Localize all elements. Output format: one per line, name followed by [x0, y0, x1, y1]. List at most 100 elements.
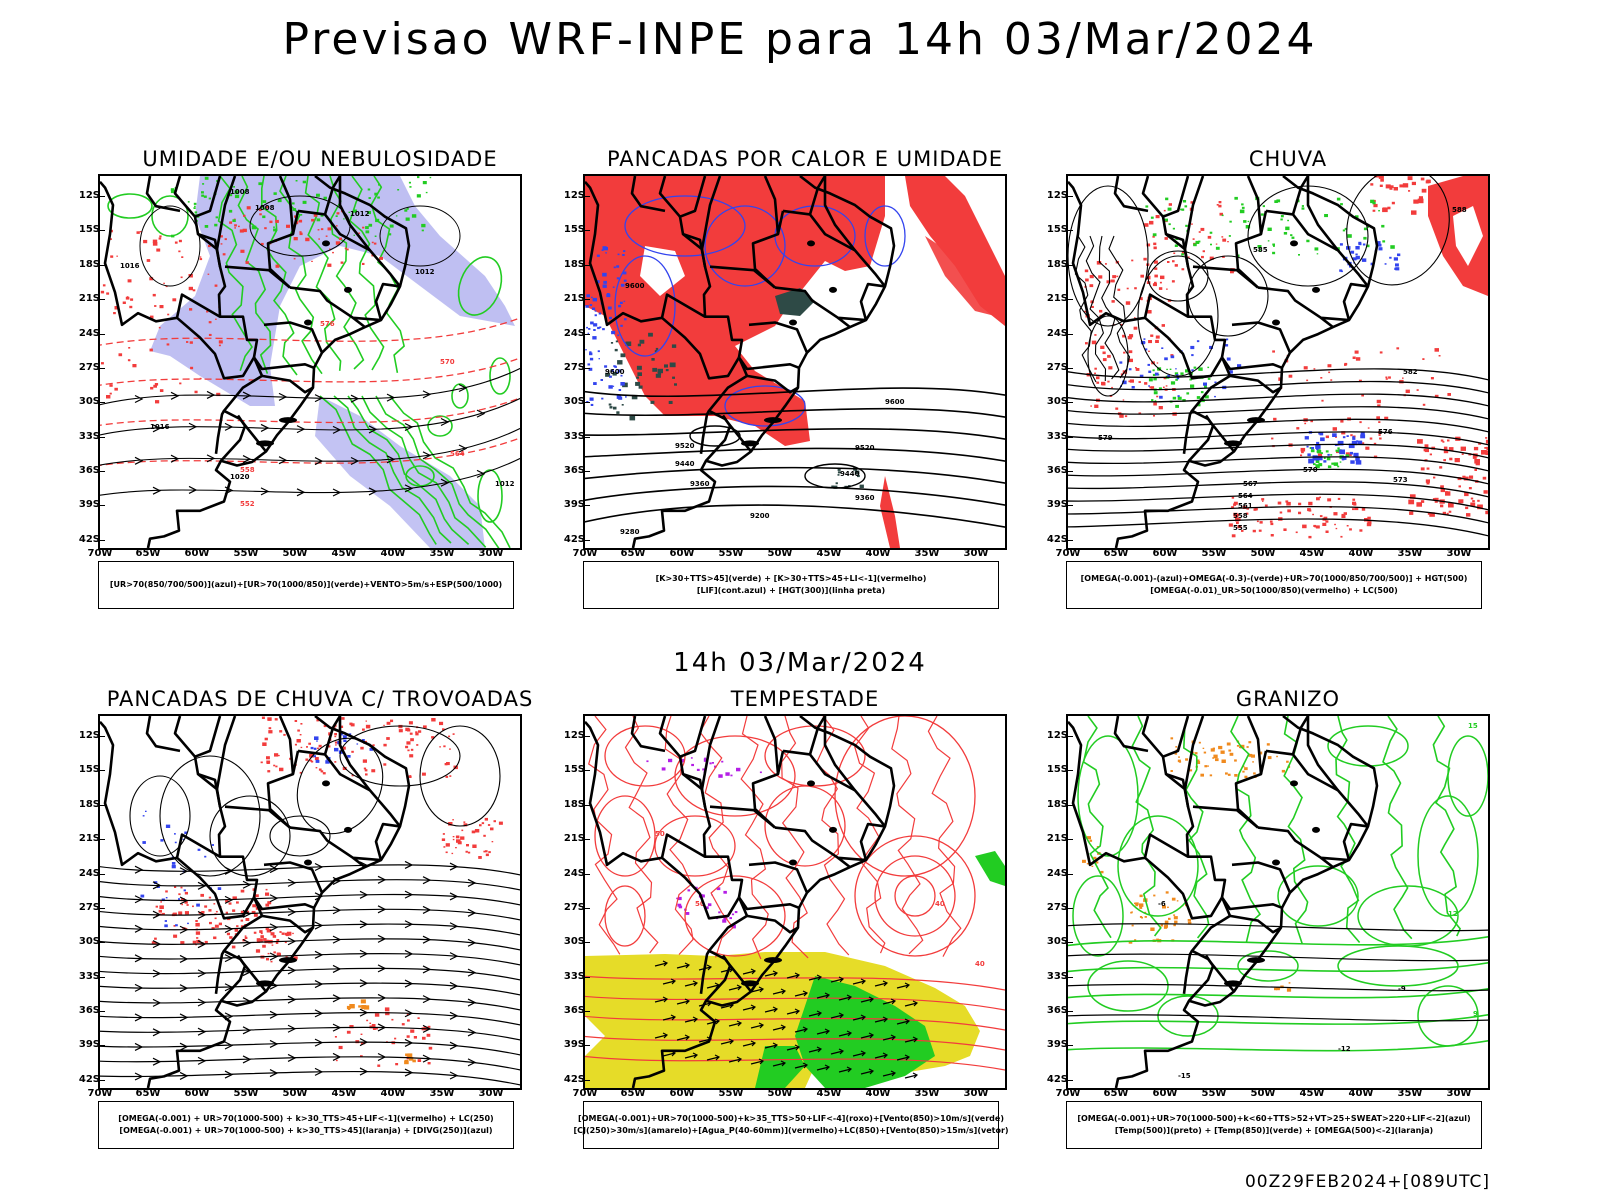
- panel-chuva: CHUVA 588 585 582 579 576 573 570 567 564 561 558 55…: [1047, 147, 1528, 617]
- lat-tick-label: 42S: [78, 534, 100, 545]
- lon-tick-label: 30W: [1446, 548, 1472, 559]
- panel-title: TEMPESTADE: [730, 687, 880, 711]
- contour-label: 9: [1473, 1010, 1478, 1018]
- lat-tick-mark: [585, 908, 590, 909]
- contour-label: 9520: [855, 444, 875, 452]
- lat-tick-label: 30S: [78, 936, 100, 947]
- contour-label: 9360: [690, 480, 710, 488]
- lat-tick-label: 33S: [78, 971, 100, 982]
- lat-tick-label: 36S: [1046, 1005, 1068, 1016]
- lat-tick-mark: [100, 540, 105, 541]
- legend-box: [OMEGA(-0.001) + UR>70(1000-500) + k>30_…: [98, 1101, 514, 1149]
- lat-tick-mark: [1068, 1045, 1073, 1046]
- lat-tick-mark: [585, 230, 590, 231]
- lat-tick-mark: [585, 1080, 590, 1081]
- main-title: Previsao WRF-INPE para 14h 03/Mar/2024: [282, 14, 1318, 65]
- legend-box: [K>30+TTS>45](verde) + [K>30+TTS>45+LI<-…: [583, 561, 999, 609]
- lon-tick-label: 45W: [331, 1088, 357, 1099]
- contour-label: 50: [655, 830, 665, 838]
- legend-line: [OMEGA(-0.001) + UR>70(1000-500) + k>30_…: [119, 1126, 493, 1135]
- lat-tick-mark: [585, 770, 590, 771]
- lat-tick-mark: [585, 368, 590, 369]
- lon-tick-label: 60W: [1152, 1088, 1178, 1099]
- lon-tick-label: 35W: [1397, 548, 1423, 559]
- lat-tick-label: 21S: [563, 293, 585, 304]
- contour-label: 1012: [350, 210, 370, 218]
- lat-tick-mark: [100, 402, 105, 403]
- map-plot-area: 588 585 582 579 576 573 570 567 564 561 558 555: [1066, 174, 1490, 550]
- legend-line: [OMEGA(-0.001)-(azul)+OMEGA(-0.3)-(verde…: [1080, 574, 1468, 583]
- lat-tick-mark: [585, 437, 590, 438]
- lat-tick-label: 24S: [78, 868, 100, 879]
- lon-tick-label: 40W: [1348, 1088, 1374, 1099]
- lat-tick-label: 18S: [1046, 259, 1068, 270]
- panel-title: PANCADAS POR CALOR E UMIDADE: [606, 147, 1004, 171]
- lat-tick-mark: [100, 334, 105, 335]
- contour-label: 567: [1243, 480, 1258, 488]
- lat-tick-mark: [585, 805, 590, 806]
- lat-tick-mark: [1068, 196, 1073, 197]
- lat-tick-label: 30S: [1046, 936, 1068, 947]
- contour-label: 573: [1393, 476, 1408, 484]
- lat-tick-label: 42S: [563, 1074, 585, 1085]
- lat-tick-label: 21S: [1046, 293, 1068, 304]
- lat-tick-mark: [100, 805, 105, 806]
- contour-label: 1012: [415, 268, 435, 276]
- lon-tick-label: 50W: [282, 1088, 308, 1099]
- lat-tick-label: 27S: [78, 902, 100, 913]
- lat-tick-mark: [100, 196, 105, 197]
- lon-tick-label: 50W: [767, 1088, 793, 1099]
- lat-tick-mark: [1068, 1080, 1073, 1081]
- lat-tick-label: 42S: [1046, 534, 1068, 545]
- lat-tick-mark: [1068, 942, 1073, 943]
- contour-label: 9440: [675, 460, 695, 468]
- lat-tick-mark: [1068, 299, 1073, 300]
- lat-tick-label: 24S: [1046, 328, 1068, 339]
- lat-tick-label: 30S: [563, 936, 585, 947]
- lat-tick-label: 15S: [563, 224, 585, 235]
- lat-tick-label: 15S: [1046, 224, 1068, 235]
- lat-tick-label: 33S: [1046, 431, 1068, 442]
- lat-tick-mark: [585, 1045, 590, 1046]
- lat-tick-label: 24S: [563, 868, 585, 879]
- lat-tick-label: 21S: [78, 833, 100, 844]
- lat-tick-label: 39S: [1046, 499, 1068, 510]
- contour-label: 579: [1098, 434, 1113, 442]
- panel-title: PANCADAS DE CHUVA C/ TROVOADAS: [106, 687, 534, 711]
- legend-line: [OMEGA(-0.001) + UR>70(1000-500) + k>30_…: [118, 1114, 494, 1123]
- run-info-footer: 00Z29FEB2024+[089UTC]: [1244, 1172, 1490, 1192]
- lat-tick-mark: [1068, 505, 1073, 506]
- legend-line: [OMEGA(-0.001)+UR>70(1000-500)+k>35_TTS>…: [578, 1114, 1004, 1123]
- lat-tick-label: 33S: [563, 971, 585, 982]
- lon-tick-label: 45W: [331, 548, 357, 559]
- lat-tick-mark: [585, 265, 590, 266]
- contour-label: 9600: [625, 282, 645, 290]
- lat-tick-label: 36S: [78, 1005, 100, 1016]
- lat-tick-label: 12S: [78, 190, 100, 201]
- lat-tick-label: 24S: [1046, 868, 1068, 879]
- lon-tick-label: 60W: [184, 1088, 210, 1099]
- lat-tick-mark: [1068, 1011, 1073, 1012]
- contour-label: 582: [1403, 368, 1418, 376]
- contour-label: 576: [1378, 428, 1393, 436]
- lat-tick-label: 36S: [1046, 465, 1068, 476]
- contour-label: 570: [440, 358, 455, 366]
- lat-tick-label: 18S: [78, 259, 100, 270]
- lat-tick-label: 27S: [78, 362, 100, 373]
- lat-tick-label: 21S: [1046, 833, 1068, 844]
- lon-tick-label: 40W: [380, 1088, 406, 1099]
- weather-map: 9600 9600 9600 9520 9520 9440 9440 9360 9360 9280…: [585, 176, 1005, 548]
- weather-map: 50 50 40 40: [585, 716, 1005, 1088]
- contour-label: 1012: [495, 480, 515, 488]
- lat-tick-label: 12S: [563, 190, 585, 201]
- lat-tick-mark: [1068, 402, 1073, 403]
- lat-tick-label: 27S: [563, 362, 585, 373]
- lon-tick-label: 35W: [429, 1088, 455, 1099]
- contour-label: 9600: [605, 368, 625, 376]
- lat-tick-mark: [585, 874, 590, 875]
- lat-tick-mark: [100, 770, 105, 771]
- panel-tempestade: TEMPESTADE 50 50 40 40 12S 15S 18S 21S 24S 27S 30S 3…: [564, 687, 1045, 1157]
- lat-tick-mark: [100, 1080, 105, 1081]
- contour-label: 585: [1253, 246, 1268, 254]
- contour-label: -15: [1178, 1072, 1191, 1080]
